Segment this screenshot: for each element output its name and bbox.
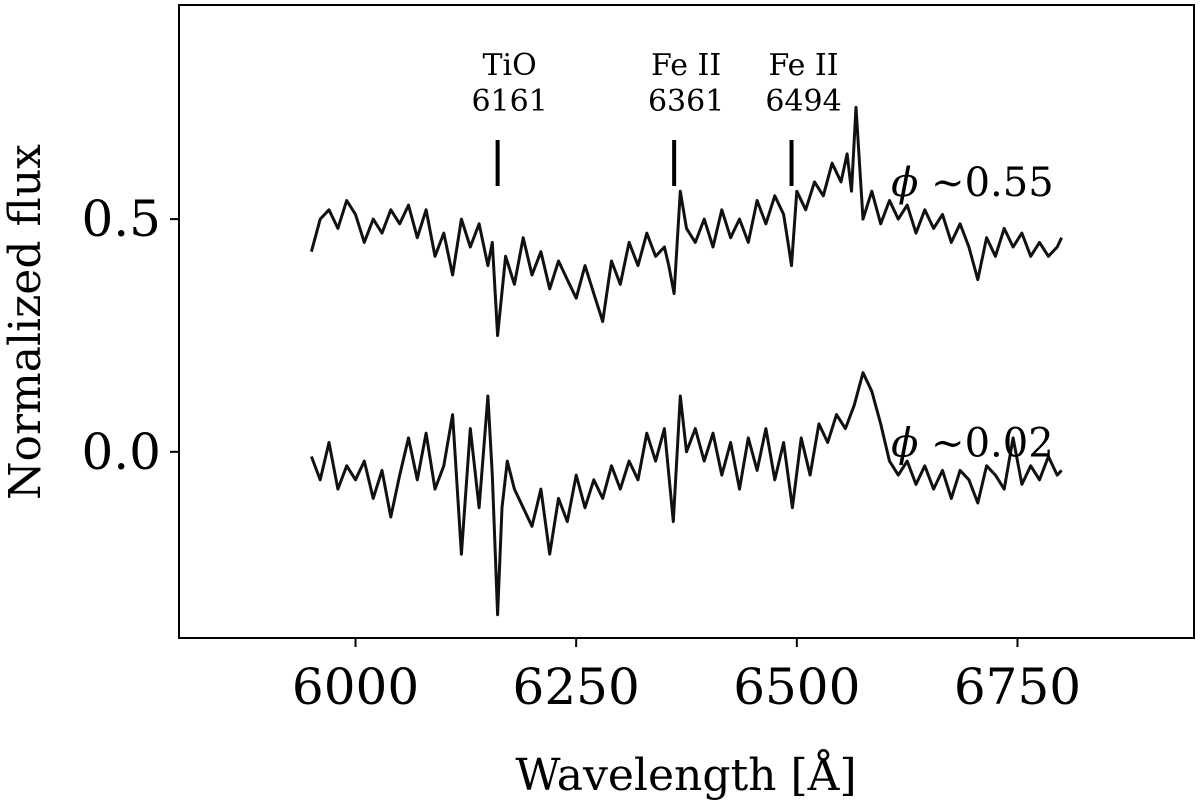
x-axis-ticks: 6000 6250 6500 6750: [292, 638, 1081, 716]
x-axis-title: Wavelength [Å]: [515, 748, 856, 801]
annotation-wavelength: 6494: [765, 84, 841, 119]
x-tick-label: 6250: [513, 658, 640, 716]
plot-area: [309, 105, 1063, 617]
annotation-wavelength: 6161: [471, 84, 547, 119]
x-tick-label: 6750: [954, 658, 1081, 716]
y-axis-ticks: 0.0 0.5: [81, 190, 179, 481]
phase-label: ϕ ∼0.55: [891, 160, 1054, 206]
phase-value: ∼0.55: [918, 160, 1053, 206]
annotation-species: TiO: [483, 48, 537, 83]
x-tick-label: 6000: [292, 658, 419, 716]
y-tick-label: 0.5: [81, 190, 161, 248]
phase-labels: ϕ ∼0.55ϕ ∼0.02: [891, 160, 1054, 467]
spectrum-line-1: [309, 371, 1063, 617]
y-axis-title: Normalized flux: [0, 144, 51, 500]
annotation-species: Fe II: [651, 48, 721, 83]
phase-value: ∼0.02: [918, 421, 1053, 467]
annotation-species: Fe II: [768, 48, 838, 83]
plot-frame: [178, 4, 1195, 639]
phase-symbol: ϕ: [891, 421, 918, 467]
y-tick-label: 0.0: [81, 423, 161, 481]
phase-label: ϕ ∼0.02: [891, 421, 1054, 467]
x-tick-label: 6500: [733, 658, 860, 716]
annotation-wavelength: 6361: [648, 84, 724, 119]
phase-symbol: ϕ: [891, 160, 918, 206]
spectrum-line-0: [309, 105, 1063, 337]
